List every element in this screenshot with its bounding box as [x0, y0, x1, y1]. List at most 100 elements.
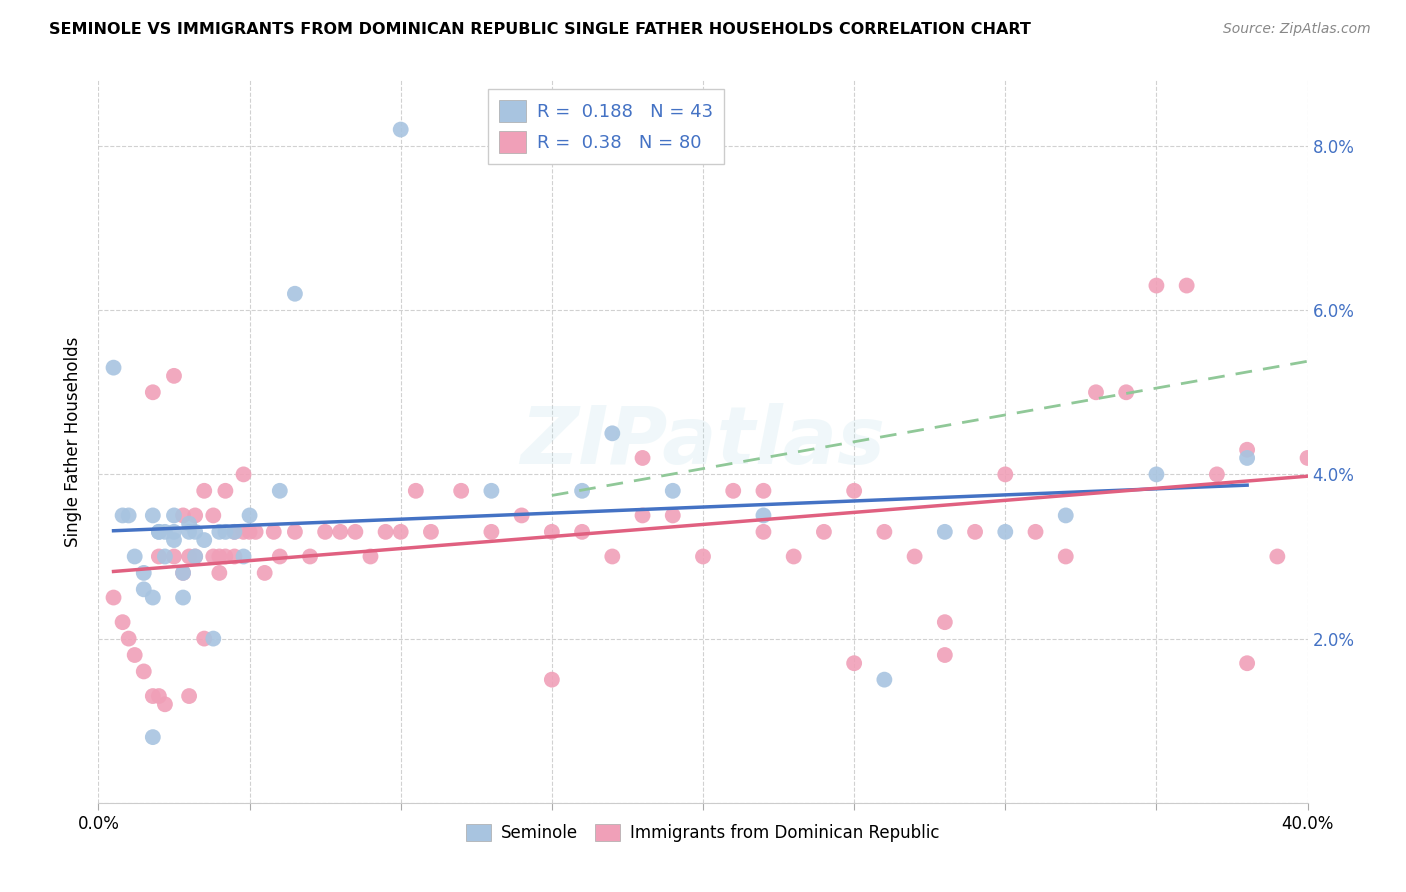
Point — [253, 566, 276, 580]
Point — [389, 122, 412, 136]
Point — [163, 549, 186, 564]
Point — [214, 483, 236, 498]
Point — [540, 524, 562, 539]
Point — [873, 673, 896, 687]
Point — [374, 524, 396, 539]
Point — [172, 591, 194, 605]
Point — [571, 483, 593, 498]
Point — [269, 483, 291, 498]
Point — [214, 549, 236, 564]
Point — [184, 549, 207, 564]
Legend: Seminole, Immigrants from Dominican Republic: Seminole, Immigrants from Dominican Repu… — [460, 817, 946, 848]
Point — [450, 483, 472, 498]
Point — [142, 730, 165, 744]
Point — [1206, 467, 1229, 482]
Point — [752, 483, 775, 498]
Text: ZIPatlas: ZIPatlas — [520, 402, 886, 481]
Point — [193, 533, 215, 547]
Point — [813, 524, 835, 539]
Point — [208, 524, 231, 539]
Point — [111, 508, 134, 523]
Point — [299, 549, 322, 564]
Point — [481, 524, 503, 539]
Point — [179, 689, 201, 703]
Point — [481, 483, 503, 498]
Point — [1144, 278, 1167, 293]
Point — [132, 582, 155, 597]
Point — [124, 549, 146, 564]
Point — [314, 524, 336, 539]
Text: Source: ZipAtlas.com: Source: ZipAtlas.com — [1223, 22, 1371, 37]
Point — [172, 566, 194, 580]
Y-axis label: Single Father Households: Single Father Households — [65, 336, 83, 547]
Point — [752, 508, 775, 523]
Point — [1267, 549, 1289, 564]
Point — [163, 508, 186, 523]
Point — [245, 524, 267, 539]
Point — [1236, 657, 1258, 671]
Point — [1236, 442, 1258, 457]
Point — [844, 483, 866, 498]
Point — [179, 516, 201, 531]
Point — [202, 632, 225, 646]
Point — [934, 648, 956, 662]
Point — [103, 360, 125, 375]
Point — [994, 467, 1017, 482]
Point — [994, 524, 1017, 539]
Point — [1144, 467, 1167, 482]
Point — [965, 524, 987, 539]
Point — [723, 483, 745, 498]
Point — [934, 615, 956, 630]
Point — [148, 689, 170, 703]
Point — [224, 524, 246, 539]
Point — [193, 632, 215, 646]
Point — [124, 648, 146, 662]
Text: SEMINOLE VS IMMIGRANTS FROM DOMINICAN REPUBLIC SINGLE FATHER HOUSEHOLDS CORRELAT: SEMINOLE VS IMMIGRANTS FROM DOMINICAN RE… — [49, 22, 1031, 37]
Point — [844, 657, 866, 671]
Point — [232, 549, 254, 564]
Point — [661, 508, 683, 523]
Point — [142, 385, 165, 400]
Point — [172, 566, 194, 580]
Point — [193, 483, 215, 498]
Point — [118, 508, 141, 523]
Point — [1175, 278, 1198, 293]
Point — [163, 524, 186, 539]
Point — [142, 689, 165, 703]
Point — [111, 615, 134, 630]
Point — [153, 549, 176, 564]
Point — [904, 549, 927, 564]
Point — [142, 591, 165, 605]
Point — [1054, 549, 1077, 564]
Point — [148, 524, 170, 539]
Point — [284, 286, 307, 301]
Point — [631, 508, 654, 523]
Point — [1024, 524, 1046, 539]
Point — [179, 549, 201, 564]
Point — [148, 524, 170, 539]
Point — [360, 549, 382, 564]
Point — [208, 566, 231, 580]
Point — [239, 508, 262, 523]
Point — [103, 591, 125, 605]
Point — [284, 524, 307, 539]
Point — [142, 508, 165, 523]
Point — [602, 549, 624, 564]
Point — [179, 524, 201, 539]
Point — [202, 508, 225, 523]
Point — [224, 549, 246, 564]
Point — [184, 508, 207, 523]
Point — [602, 426, 624, 441]
Point — [389, 524, 412, 539]
Point — [752, 524, 775, 539]
Point — [631, 450, 654, 465]
Point — [1296, 450, 1319, 465]
Point — [510, 508, 533, 523]
Point — [172, 508, 194, 523]
Point — [239, 524, 262, 539]
Point — [269, 549, 291, 564]
Point — [783, 549, 806, 564]
Point — [214, 524, 236, 539]
Point — [118, 632, 141, 646]
Point — [148, 549, 170, 564]
